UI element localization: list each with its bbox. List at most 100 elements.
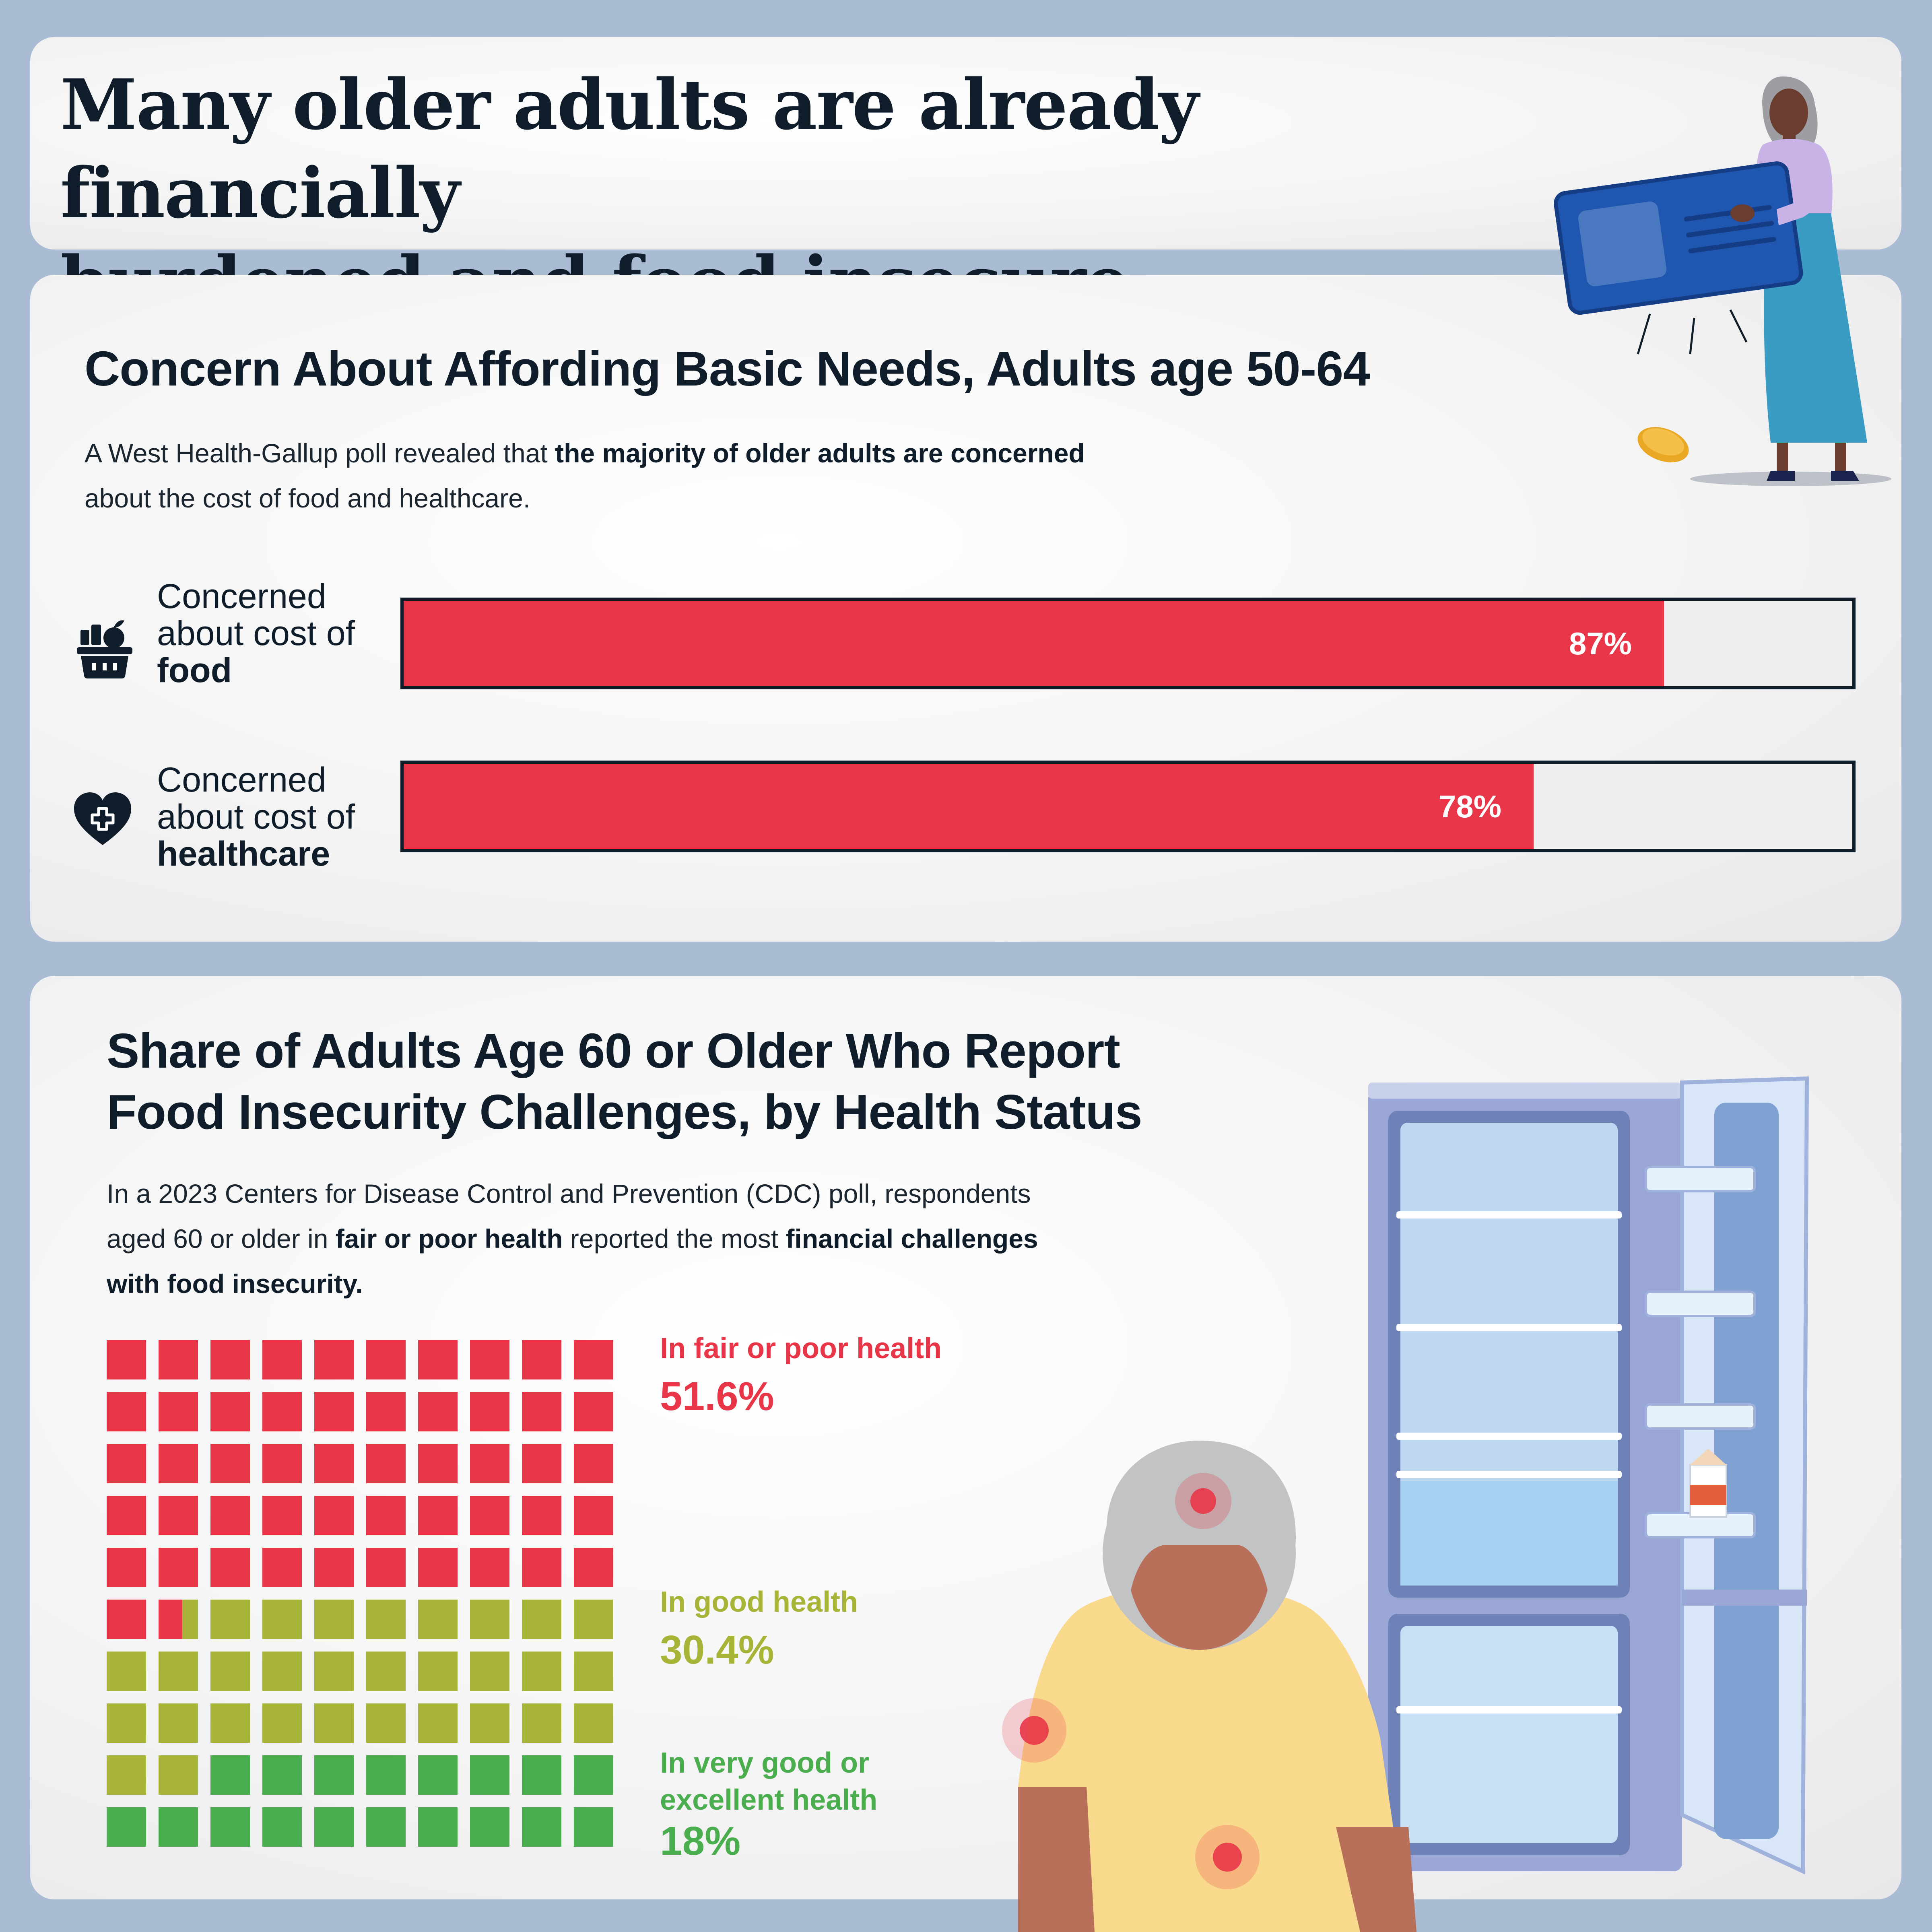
waffle-cell-fair-poor: [522, 1392, 562, 1432]
legend-good-label: In good health: [660, 1586, 858, 1618]
waffle-cell-good: [470, 1600, 510, 1639]
waffle-cell-fair-poor: [210, 1444, 250, 1484]
waffle-cell-good: [159, 1703, 198, 1743]
waffle-cell-fair-poor: [470, 1444, 510, 1484]
waffle-cell-good: [159, 1652, 198, 1691]
waffle-cell-fair-poor: [314, 1444, 354, 1484]
afford-description: A West Health-Gallup poll revealed that …: [85, 431, 1292, 521]
waffle-cell-good: [574, 1600, 614, 1639]
waffle-cell-good: [210, 1600, 250, 1639]
waffle-cell-fair-poor: [522, 1340, 562, 1380]
waffle-cell-very-good: [366, 1807, 406, 1847]
waffle-cell-very-good: [314, 1807, 354, 1847]
waffle-cell-good: [522, 1703, 562, 1743]
waffle-cell-good: [262, 1652, 302, 1691]
waffle-cell-good: [470, 1652, 510, 1691]
insecurity-desc-2b: fair or poor health: [335, 1224, 563, 1254]
waffle-cell-fair-poor: [314, 1392, 354, 1432]
waffle-cell-fair-poor: [262, 1392, 302, 1432]
waffle-cell-fair-poor: [107, 1444, 146, 1484]
waffle-cell-very-good: [418, 1755, 458, 1795]
waffle-cell-very-good: [470, 1807, 510, 1847]
afford-title: Concern About Affording Basic Needs, Adu…: [85, 341, 1370, 396]
insecurity-desc-line1: In a 2023 Centers for Disease Control an…: [107, 1179, 1031, 1208]
waffle-cell-very-good: [262, 1755, 302, 1795]
waffle-cell-fair-poor: [366, 1444, 406, 1484]
waffle-cell-good: [107, 1755, 146, 1795]
insecurity-desc-line3: with food insecurity.: [107, 1269, 363, 1299]
legend-very-good-label: In very good or excellent health: [660, 1744, 877, 1819]
waffle-cell-good: [574, 1652, 614, 1691]
waffle-cell-good: [418, 1652, 458, 1691]
legend-very-good-line2: excellent health: [660, 1784, 878, 1816]
waffle-cell-good: [366, 1652, 406, 1691]
healthcare-bar-label: Concerned about cost of healthcare: [157, 761, 355, 872]
waffle-cell-good: [314, 1703, 354, 1743]
waffle-cell-very-good: [210, 1755, 250, 1795]
waffle-cell-fair-poor: [418, 1548, 458, 1588]
insecurity-desc-2a: aged 60 or older in: [107, 1224, 336, 1254]
waffle-cell-fair-poor: [314, 1496, 354, 1536]
insecurity-desc-2d: financial challenges: [786, 1224, 1038, 1254]
waffle-cell-good: [210, 1703, 250, 1743]
title-line1: Many older adults are already financiall…: [60, 64, 1199, 234]
waffle-cell-fair-poor: [262, 1444, 302, 1484]
healthcare-bar: [404, 764, 1534, 849]
waffle-cell-good: [418, 1703, 458, 1743]
waffle-cell-very-good: [522, 1755, 562, 1795]
waffle-cell-fair-poor: [107, 1548, 146, 1588]
waffle-cell-very-good: [574, 1755, 614, 1795]
waffle-cell-good: [262, 1600, 302, 1639]
healthcare-bar-value-label: 78%: [1438, 789, 1501, 824]
waffle-cell-fair-poor: [366, 1548, 406, 1588]
food-label-line3: food: [157, 651, 232, 690]
waffle-cell-good: [366, 1703, 406, 1743]
waffle-cell-good: [159, 1755, 198, 1795]
legend-fair-poor-label: In fair or poor health: [660, 1332, 942, 1365]
waffle-cell-fair-poor: [366, 1392, 406, 1432]
waffle-cell-fair-poor: [262, 1340, 302, 1380]
waffle-cell-fair-poor: [366, 1496, 406, 1536]
waffle-cell-very-good: [366, 1755, 406, 1795]
waffle-cell-fair-poor: [159, 1392, 198, 1432]
woman-with-wallet-illustration: [1554, 76, 1891, 486]
waffle-cell-fair-poor: [366, 1340, 406, 1380]
waffle-cell-good: [182, 1600, 198, 1639]
heart-medical-icon: [72, 791, 133, 847]
legend-fair-poor-value: 51.6%: [660, 1374, 774, 1419]
waffle-cell-fair-poor: [262, 1548, 302, 1588]
waffle-cell-fair-poor: [574, 1444, 614, 1484]
waffle-cell-fair-poor: [314, 1340, 354, 1380]
waffle-cell-good: [366, 1600, 406, 1639]
waffle-cell-very-good: [159, 1807, 198, 1847]
waffle-cell-fair-poor: [107, 1340, 146, 1380]
waffle-cell-fair-poor: [522, 1548, 562, 1588]
afford-desc-plain-1: A West Health-Gallup poll revealed that: [85, 438, 555, 468]
waffle-cell-very-good: [262, 1807, 302, 1847]
waffle-cell-fair-poor: [210, 1340, 250, 1380]
waffle-cell-fair-poor: [574, 1340, 614, 1380]
waffle-cell-fair-poor: [159, 1548, 198, 1588]
healthcare-label-line2: about cost of: [157, 798, 355, 836]
waffle-cell-good: [574, 1703, 614, 1743]
food-bar: [404, 601, 1664, 686]
waffle-cell-fair-poor: [470, 1548, 510, 1588]
waffle-cell-fair-poor: [418, 1444, 458, 1484]
open-refrigerator-illustration: [1368, 1076, 1809, 1874]
afford-desc-plain-2: about the cost of food and healthcare.: [85, 483, 531, 513]
waffle-cell-fair-poor: [210, 1496, 250, 1536]
waffle-cell-fair-poor: [574, 1392, 614, 1432]
waffle-cell-fair-poor: [107, 1496, 146, 1536]
waffle-cell-good: [522, 1600, 562, 1639]
waffle-cell-fair-poor: [522, 1496, 562, 1536]
food-bar-value-label: 87%: [1569, 626, 1632, 661]
waffle-cell-good: [107, 1652, 146, 1691]
waffle-cell-fair-poor: [314, 1548, 354, 1588]
waffle-cell-fair-poor: [262, 1496, 302, 1536]
insecurity-title: Share of Adults Age 60 or Older Who Repo…: [107, 1020, 1142, 1142]
afford-desc-bold: the majority of older adults are concern…: [555, 438, 1085, 468]
legend-very-good-line1: In very good or: [660, 1747, 870, 1779]
legend-very-good-value: 18%: [660, 1819, 741, 1864]
healthcare-bar-track: 78%: [400, 761, 1856, 852]
waffle-cell-very-good: [314, 1755, 354, 1795]
